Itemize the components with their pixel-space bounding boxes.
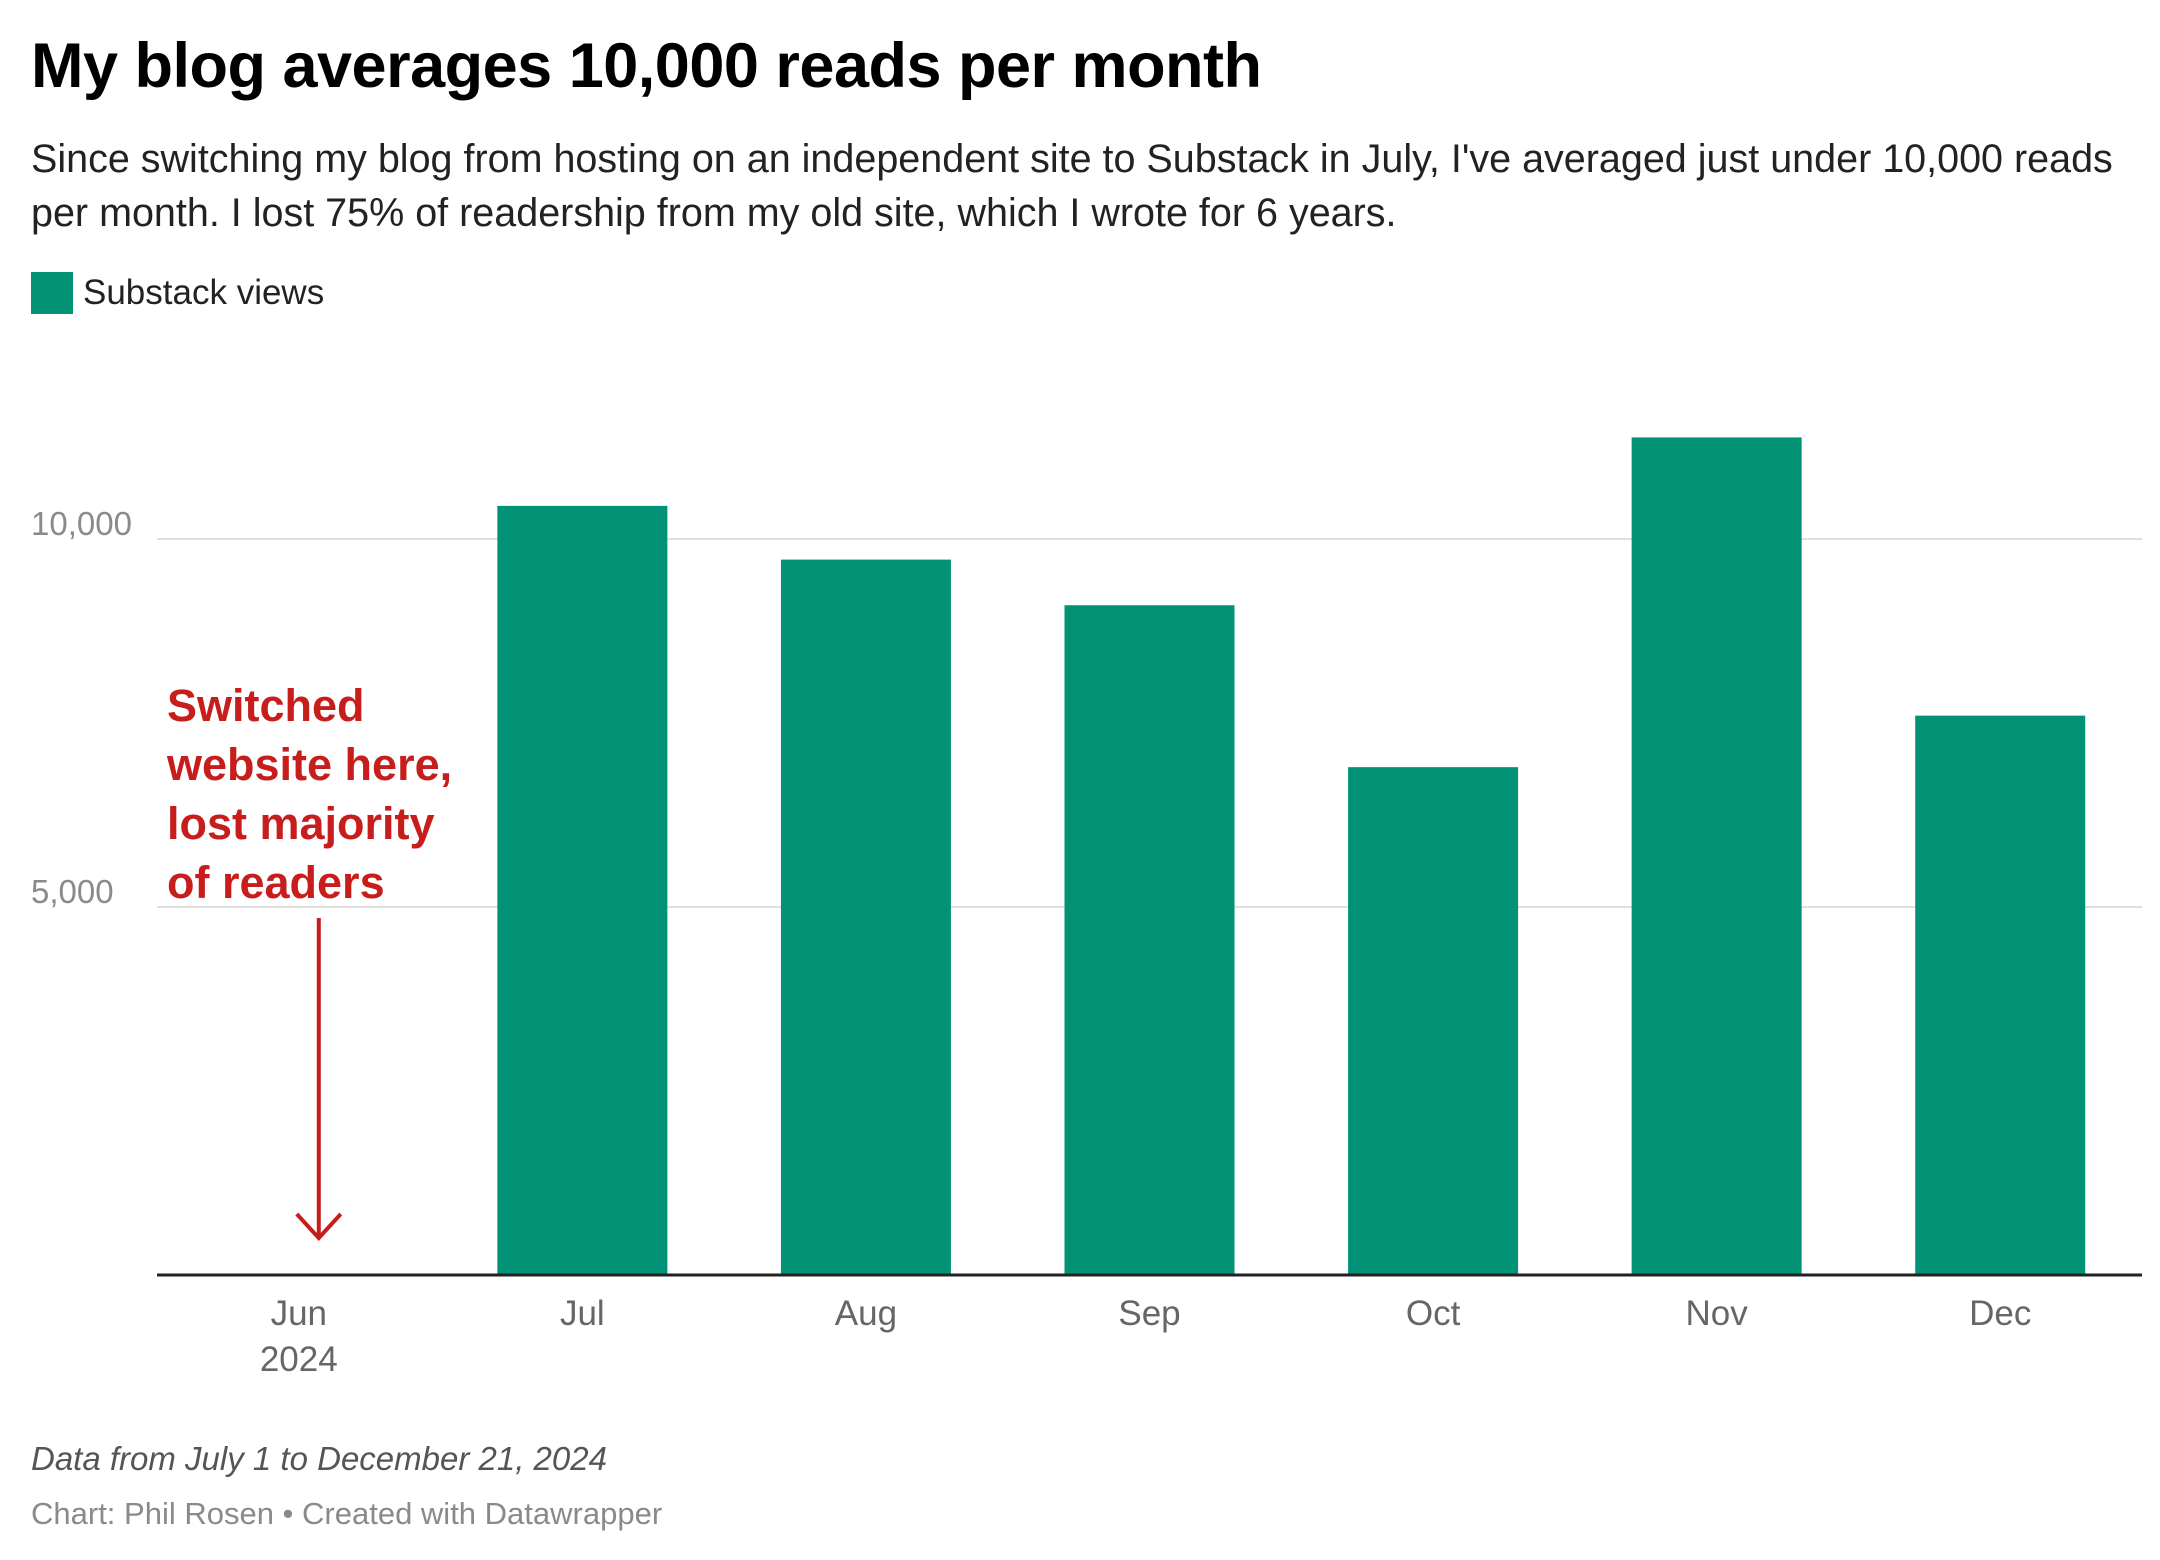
- legend-swatch: [31, 272, 73, 314]
- bar: [497, 505, 668, 1275]
- annotation-line: lost majority: [167, 798, 435, 849]
- bar: [1915, 715, 2086, 1275]
- x-tick-sublabel: 2024: [260, 1340, 338, 1379]
- footer-note: Data from July 1 to December 21, 2024: [31, 1440, 607, 1477]
- chart-subtitle: Since switching my blog from hosting on …: [31, 137, 2113, 235]
- arrow-head: [295, 1212, 343, 1241]
- x-tick-label: Nov: [1686, 1294, 1749, 1333]
- bar: [780, 559, 951, 1275]
- chart-title: My blog averages 10,000 reads per month: [31, 31, 1262, 101]
- x-tick-label: Aug: [835, 1294, 897, 1333]
- x-tick-label: Jun: [271, 1294, 327, 1333]
- annotation-line: Switched: [167, 680, 365, 731]
- bar: [1631, 437, 1802, 1275]
- x-tick-label: Jul: [560, 1294, 605, 1333]
- bar-chart: 5,000 10,000 Jun 2024 Jul Aug Sep Oct Nov Dec: [31, 437, 2142, 1379]
- y-tick-label: 5,000: [31, 873, 114, 910]
- annotation-arrow: [295, 918, 343, 1241]
- x-tick-label: Sep: [1118, 1294, 1180, 1333]
- legend-label: Substack views: [83, 273, 325, 312]
- x-tick-label: Dec: [1969, 1294, 2031, 1333]
- annotation-line: of readers: [167, 857, 385, 908]
- bar: [1348, 767, 1519, 1275]
- y-tick-label: 10,000: [31, 505, 132, 542]
- x-tick-label: Oct: [1406, 1294, 1461, 1333]
- annotation-line: website here,: [167, 739, 453, 790]
- legend: Substack views: [31, 272, 324, 314]
- annotation-text: Switched website here, lost majority of …: [167, 676, 452, 912]
- bar: [1064, 605, 1235, 1275]
- bars: [497, 437, 2086, 1275]
- axes: Jun 2024 Jul Aug Sep Oct Nov Dec: [157, 1273, 2142, 1379]
- footer-credit: Chart: Phil Rosen • Created with Datawra…: [31, 1496, 663, 1531]
